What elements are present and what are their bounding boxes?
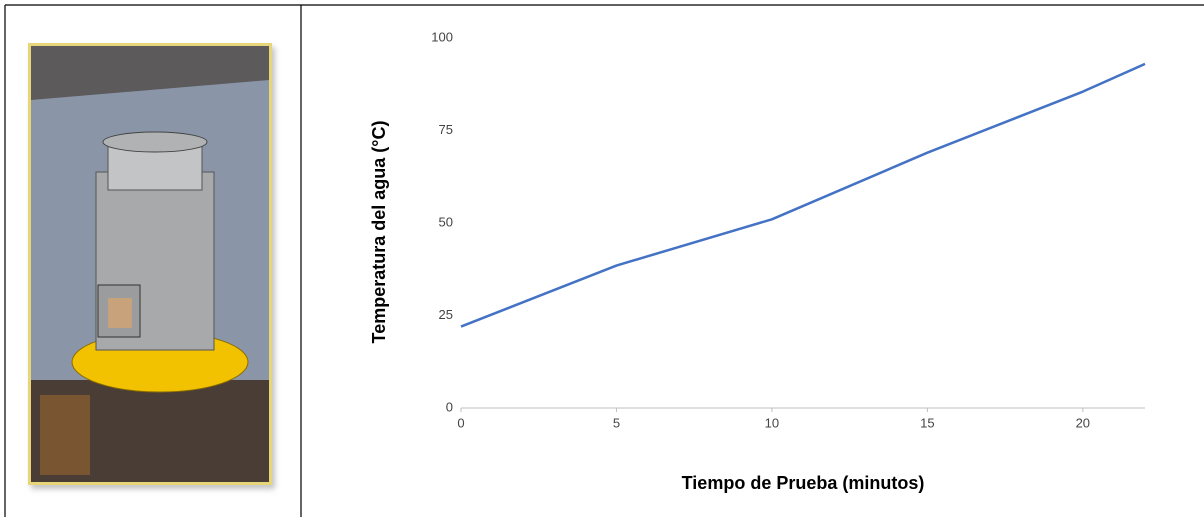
y-tick-label: 50 xyxy=(439,214,453,229)
photo-wood xyxy=(108,298,132,328)
y-tick-label: 0 xyxy=(446,399,453,414)
x-tick-label: 20 xyxy=(1076,415,1090,430)
photo-wood-pile xyxy=(40,395,90,475)
y-tick-label: 75 xyxy=(439,122,453,137)
photo xyxy=(28,43,272,485)
y-axis-label: Temperatura del agua (°C) xyxy=(369,121,389,344)
photo-pot xyxy=(103,132,207,152)
x-tick-label: 15 xyxy=(920,415,934,430)
x-tick-label: 0 xyxy=(457,415,464,430)
x-axis-label: Tiempo de Prueba (minutos) xyxy=(682,473,925,493)
data-line xyxy=(461,64,1145,327)
x-tick-label: 10 xyxy=(765,415,779,430)
figure: Temperatura del agua (°C) Tiempo de Prue… xyxy=(0,0,1204,517)
line-chart: Temperatura del agua (°C) Tiempo de Prue… xyxy=(369,29,1145,492)
y-tick-label: 100 xyxy=(431,29,453,44)
x-tick-label: 5 xyxy=(613,415,620,430)
y-tick-label: 25 xyxy=(439,307,453,322)
